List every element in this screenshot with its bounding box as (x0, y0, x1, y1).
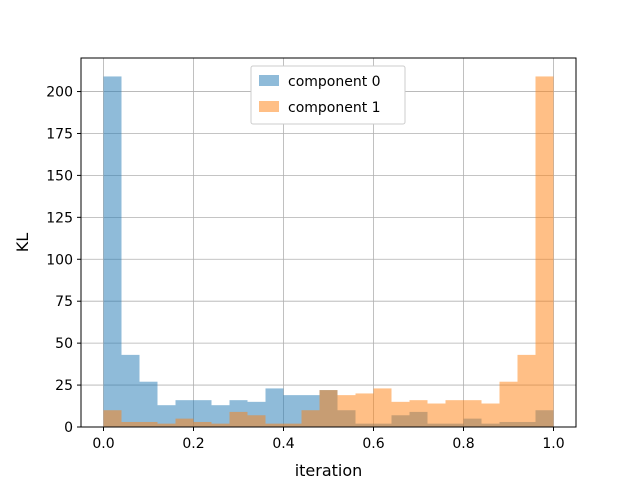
bar-series-0-bin-9 (265, 388, 284, 427)
bar-series-1-bin-14 (355, 393, 374, 427)
y-tick-label: 125 (46, 210, 73, 226)
plot-frame (80, 57, 577, 428)
bar-series-1-bin-21 (481, 403, 500, 427)
y-axis-label: KL (13, 233, 32, 252)
legend-label-component-1: component 1 (288, 100, 381, 116)
legend-box (250, 65, 406, 125)
x-axis-label: iteration (295, 461, 363, 480)
bar-series-1-bin-4 (175, 418, 194, 427)
bar-series-1-bin-2 (139, 421, 158, 427)
bar-series-1-bin-3 (157, 423, 176, 427)
y-tick-label: 100 (46, 252, 73, 268)
y-tick-label: 25 (55, 378, 73, 394)
ticks: 0.0 0.2 0.4 0.6 0.8 1.0 0 25 50 75 100 125 150 175 200 (46, 85, 564, 452)
bar-series-0-bin-10 (283, 395, 302, 427)
legend-label-component-0: component 0 (288, 74, 381, 90)
y-tick-label: 200 (46, 85, 73, 101)
bar-series-1-bin-7 (229, 411, 248, 427)
bar-series-1-bin-17 (409, 400, 428, 427)
y-tick-label: 175 (46, 126, 73, 142)
y-tick-label: 0 (64, 420, 73, 436)
bar-series-1-bin-11 (301, 410, 320, 427)
legend-swatch-component-1 (259, 101, 279, 112)
bar-series-1-bin-8 (247, 415, 266, 427)
x-tick-label: 0.4 (272, 436, 294, 452)
bar-series-1-bin-19 (445, 400, 464, 427)
bar-series-0-bin-0 (103, 76, 122, 427)
bar-series-0-bin-3 (157, 405, 176, 427)
legend: component 0 component 1 (250, 65, 406, 125)
bar-series-0-bin-6 (211, 405, 230, 427)
bar-series-0-bin-1 (121, 354, 140, 427)
x-tick-label: 1.0 (542, 436, 564, 452)
y-tick-label: 150 (46, 168, 73, 184)
bar-series-1-bin-10 (283, 423, 302, 427)
bar-series-1-bin-15 (373, 388, 392, 427)
y-tick-label: 75 (55, 294, 73, 310)
y-tick-label: 50 (55, 336, 73, 352)
legend-swatch-component-0 (259, 75, 279, 86)
bar-series-1-bin-13 (337, 395, 356, 427)
x-tick-label: 0.0 (92, 436, 114, 452)
bar-series-1-bin-22 (499, 381, 518, 427)
bar-series-1-bin-5 (193, 421, 212, 427)
bar-series-1-bin-12 (319, 390, 338, 427)
bar-series-1-bin-6 (211, 423, 230, 427)
x-tick-label: 0.8 (452, 436, 474, 452)
bar-series-0-bin-5 (193, 400, 212, 427)
x-tick-label: 0.2 (182, 436, 204, 452)
bar-series-1-bin-1 (121, 421, 140, 427)
bar-series-1-bin-9 (265, 423, 284, 427)
bar-series-1-bin-16 (391, 401, 410, 427)
bars (103, 76, 554, 427)
bar-series-1-bin-0 (103, 410, 122, 427)
bar-series-0-bin-2 (139, 381, 158, 427)
x-tick-label: 0.6 (362, 436, 384, 452)
bar-series-1-bin-23 (517, 354, 536, 427)
bar-series-1-bin-20 (463, 400, 482, 427)
bar-series-1-bin-24 (535, 76, 554, 427)
bar-series-1-bin-18 (427, 403, 446, 427)
